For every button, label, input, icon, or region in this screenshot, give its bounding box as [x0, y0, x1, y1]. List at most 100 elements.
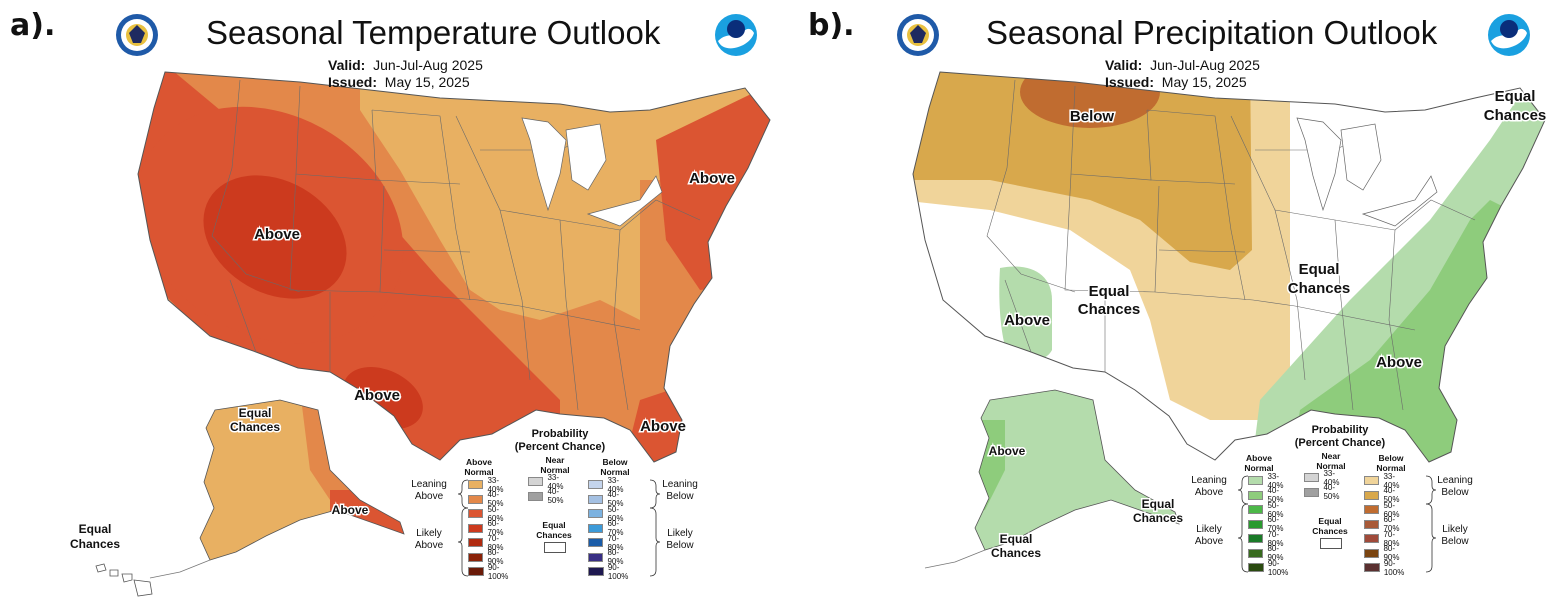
noaa-logo-icon [714, 13, 758, 57]
legend-swatch [1364, 563, 1380, 572]
legend-range-label: 80-90% [607, 548, 624, 566]
legend-swatch [1364, 476, 1380, 485]
legend-near-row: 33-40% [1304, 469, 1344, 487]
legend-title: Probability (Percent Chance) [514, 428, 606, 453]
legend-range-label: 50-60% [1383, 500, 1400, 519]
legend-likely-above: Likely Above [1194, 524, 1224, 547]
legend-swatch [468, 552, 484, 562]
valid-period: Valid: Jun-Jul-Aug 2025 [328, 57, 483, 73]
legend-below-row: 33-40% [1364, 472, 1404, 490]
legend-range-label: 33-40% [607, 475, 624, 494]
legend-near-row: 40-50% [528, 487, 568, 505]
probability-legend: Probability (Percent Chance) Above Normal … [410, 428, 710, 588]
legend-swatch [1248, 519, 1264, 529]
legend-swatch [1304, 473, 1320, 482]
legend-range-label: 33-40% [547, 472, 564, 491]
legend-above-row: 60-70% [468, 519, 508, 537]
precipitation-map [912, 71, 1546, 569]
legend-range-label: 60-70% [1383, 515, 1400, 533]
legend-ec-swatch [1320, 538, 1342, 549]
legend-near-row: 40-50% [1304, 483, 1344, 501]
hawaii-islands [95, 563, 153, 597]
legend-likely-below: Likely Below [1441, 524, 1469, 547]
precipitation-outlook-panel: b). Seasonal Precipitation Outlook Valid… [790, 0, 1558, 602]
legend-swatch [468, 509, 484, 518]
legend-range-label: 90-100% [1383, 558, 1405, 577]
legend-leaning-above: Leaning Above [411, 479, 447, 502]
legend-above-row: 70-80% [1248, 530, 1288, 548]
legend-below-row: 80-90% [588, 548, 628, 566]
legend-range-label: 90-100% [487, 562, 509, 581]
page-title: Seasonal Precipitation Outlook [986, 14, 1438, 51]
legend-range-label: 33-40% [1267, 471, 1284, 490]
legend-range-label: 40-50% [1323, 483, 1340, 501]
legend-above-row: 33-40% [1248, 472, 1288, 490]
issued-date: Issued: May 15, 2025 [1105, 74, 1247, 90]
legend-range-label: 80-90% [1383, 544, 1400, 562]
legend-above-row: 70-80% [468, 534, 508, 552]
issued-date: Issued: May 15, 2025 [328, 74, 470, 90]
legend-range-label: 50-60% [487, 504, 504, 523]
legend-above-row: 40-50% [468, 490, 508, 508]
legend-ec-swatch [544, 542, 566, 553]
legend-range-label: 40-50% [1267, 486, 1284, 504]
legend-range-label: 70-80% [607, 533, 624, 552]
legend-above-row: 80-90% [1248, 544, 1288, 562]
panel-letter: a). [10, 8, 56, 43]
legend-range-label: 60-70% [1267, 515, 1284, 533]
legend-swatch [588, 567, 604, 576]
legend-range-label: 80-90% [1267, 544, 1284, 562]
legend-below-row: 70-80% [588, 534, 628, 552]
legend-range-label: 33-40% [487, 475, 504, 494]
legend-swatch [588, 509, 604, 518]
legend-swatch [468, 494, 484, 504]
legend-swatch [468, 480, 484, 489]
legend-below-row: 90-100% [1364, 559, 1408, 577]
legend-above-row: 90-100% [1248, 559, 1292, 577]
legend-leaning-above: Leaning Above [1191, 475, 1227, 498]
legend-equal-chances: Equal Chances [536, 520, 572, 540]
legend-range-label: 40-50% [1383, 486, 1400, 504]
legend-below-row: 40-50% [1364, 486, 1404, 504]
legend-below-row: 40-50% [588, 490, 628, 508]
legend-col-above: Above Normal [1244, 453, 1274, 473]
legend-range-label: 40-50% [607, 490, 624, 508]
legend-range-label: 70-80% [1383, 529, 1400, 548]
probability-legend: Probability (Percent Chance) Above Normal … [1190, 424, 1490, 584]
legend-swatch [1364, 548, 1380, 558]
legend-above-row: 40-50% [1248, 486, 1288, 504]
legend-swatch [588, 552, 604, 562]
alaska-shading [200, 400, 404, 560]
legend-below-row: 90-100% [588, 563, 632, 581]
legend-swatch [528, 477, 544, 486]
noaa-logo-icon [1487, 13, 1531, 57]
legend-swatch [1248, 505, 1264, 514]
legend-swatch [588, 538, 604, 547]
legend-swatch [1248, 534, 1264, 543]
legend-range-label: 60-70% [607, 519, 624, 537]
legend-below-row: 50-60% [1364, 501, 1404, 519]
legend-below-row: 70-80% [1364, 530, 1404, 548]
legend-range-label: 80-90% [487, 548, 504, 566]
legend-col-near: Near Normal [540, 455, 570, 475]
legend-swatch [1364, 519, 1380, 529]
conus-shading [138, 72, 770, 462]
legend-leaning-below: Leaning Below [662, 479, 698, 502]
legend-swatch [1248, 476, 1264, 485]
legend-above-row: 60-70% [1248, 515, 1288, 533]
legend-range-label: 70-80% [487, 533, 504, 552]
temperature-outlook-panel: a). Seasonal Temperature Outlook Valid: … [10, 8, 771, 597]
conus-shading [913, 72, 1545, 462]
legend-swatch [588, 480, 604, 489]
legend-swatch [588, 494, 604, 504]
legend-range-label: 33-40% [1323, 468, 1340, 487]
legend-swatch [528, 491, 544, 501]
legend-equal-chances: Equal Chances [1312, 516, 1348, 536]
legend-above-row: 33-40% [468, 476, 508, 494]
legend-swatch [1364, 490, 1380, 500]
legend-above-row: 50-60% [468, 505, 508, 523]
page-title: Seasonal Temperature Outlook [206, 14, 661, 51]
legend-swatch [1248, 548, 1264, 558]
legend-title: Probability (Percent Chance) [1294, 424, 1386, 449]
legend-leaning-below: Leaning Below [1437, 475, 1473, 498]
